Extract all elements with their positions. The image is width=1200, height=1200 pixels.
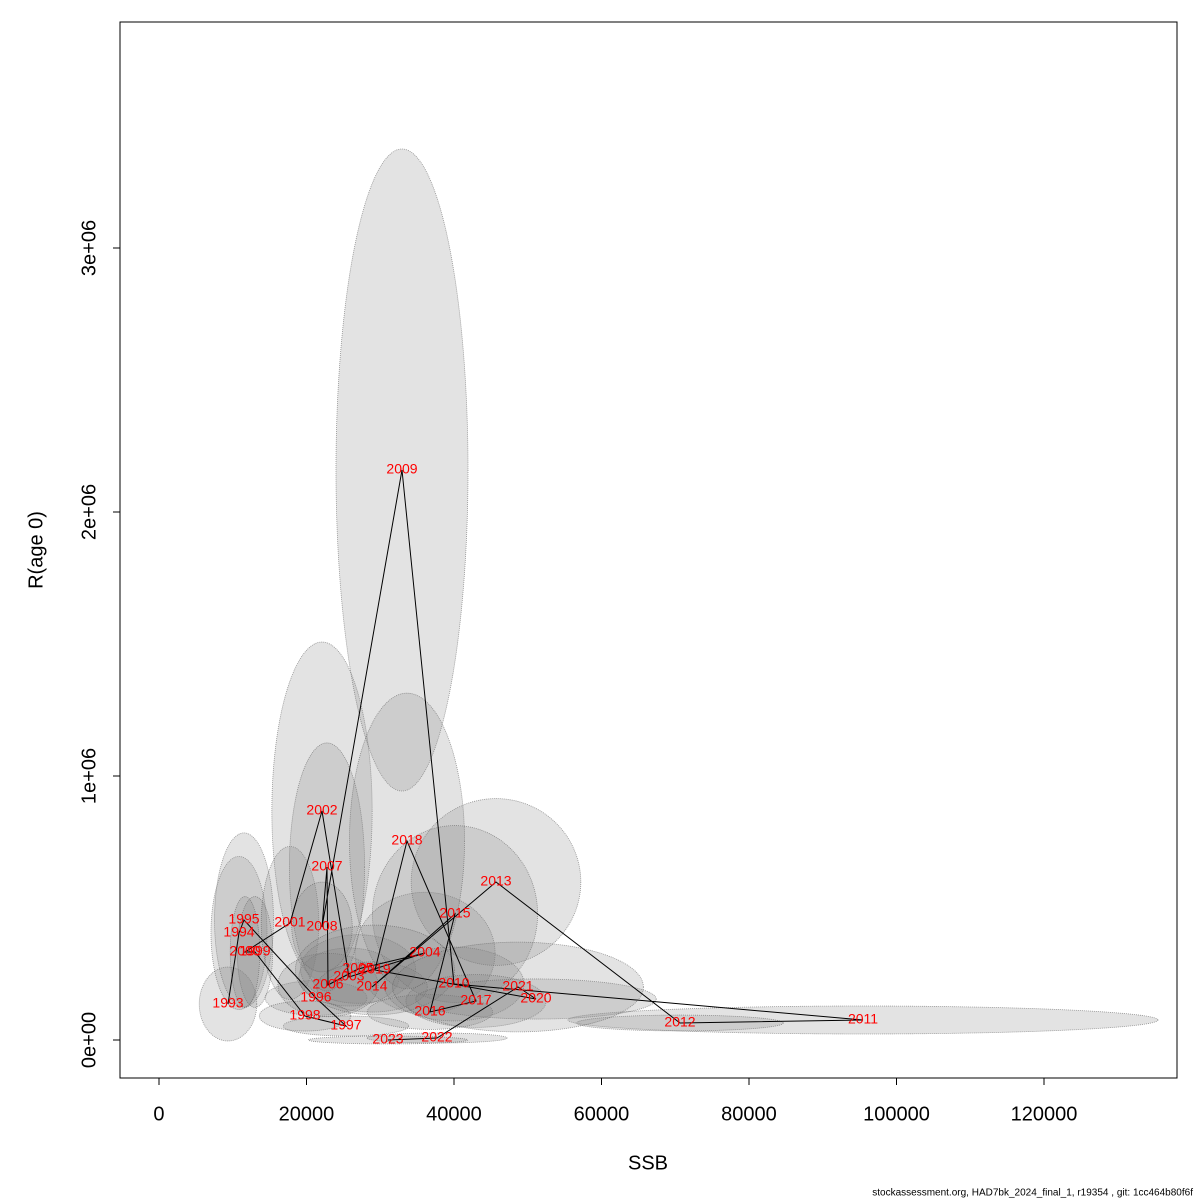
year-label: 1999 (239, 943, 270, 959)
year-label: 2001 (274, 914, 305, 930)
year-label: 2002 (306, 802, 337, 818)
y-tick-label: 1e+06 (78, 748, 100, 804)
y-tick-label: 2e+06 (78, 484, 100, 540)
year-label: 1993 (212, 995, 243, 1011)
year-label: 2005 (342, 960, 373, 976)
year-label: 1997 (330, 1017, 361, 1033)
year-label: 2023 (372, 1031, 403, 1047)
x-tick-label: 80000 (721, 1103, 777, 1125)
year-label: 2003 (333, 968, 364, 984)
year-label: 2012 (664, 1014, 695, 1030)
year-label: 2019 (359, 961, 390, 977)
year-label: 1998 (289, 1007, 320, 1023)
year-label: 1996 (300, 989, 331, 1005)
year-label: 2004 (409, 944, 440, 960)
year-label: 2011 (848, 1011, 878, 1027)
year-label: 2010 (438, 975, 469, 991)
year-label: 2013 (480, 873, 511, 889)
year-label: 1994 (223, 924, 254, 940)
year-label: 2021 (502, 978, 533, 994)
y-tick-label: 0e+00 (78, 1012, 100, 1068)
year-label: 2007 (311, 858, 342, 874)
year-label: 2022 (421, 1029, 452, 1045)
footnote: stockassessment.org, HAD7bk_2024_final_1… (872, 1188, 1193, 1199)
year-label: 2006 (312, 976, 343, 992)
year-label: 2008 (306, 918, 337, 934)
x-tick-label: 100000 (863, 1103, 930, 1125)
x-tick-label: 60000 (574, 1103, 630, 1125)
year-label: 2009 (386, 461, 417, 477)
y-axis-label: R(age 0) (25, 511, 47, 589)
year-label: 2015 (439, 905, 470, 921)
x-axis-label: SSB (628, 1152, 668, 1174)
trajectory-line (227, 469, 864, 1041)
year-label: 2000 (229, 943, 260, 959)
year-label: 2018 (391, 832, 422, 848)
year-label: 1995 (228, 911, 259, 927)
x-tick-label: 0 (153, 1103, 164, 1125)
year-label: 2017 (460, 992, 491, 1008)
x-tick-label: 20000 (279, 1103, 335, 1125)
x-tick-label: 40000 (426, 1103, 482, 1125)
y-tick-label: 3e+06 (78, 220, 100, 276)
x-tick-label: 120000 (1011, 1103, 1078, 1125)
year-label: 2020 (520, 990, 551, 1006)
year-label: 2016 (414, 1003, 445, 1019)
year-label: 2014 (356, 978, 387, 994)
